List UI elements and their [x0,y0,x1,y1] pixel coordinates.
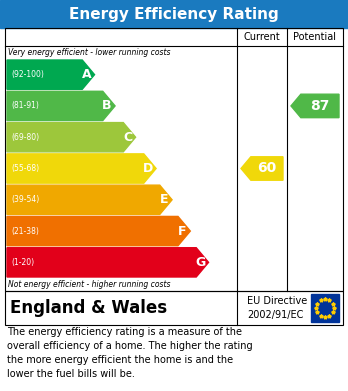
Text: (21-38): (21-38) [11,226,39,235]
Polygon shape [241,157,283,180]
Text: Potential: Potential [293,32,337,42]
Text: Current: Current [244,32,280,42]
Polygon shape [7,91,115,120]
Text: Very energy efficient - lower running costs: Very energy efficient - lower running co… [8,48,171,57]
Polygon shape [7,248,208,277]
Bar [311,294,339,322]
Text: 87: 87 [310,99,330,113]
Text: B: B [102,99,112,113]
Polygon shape [291,94,339,118]
Text: Not energy efficient - higher running costs: Not energy efficient - higher running co… [8,280,171,289]
Text: E: E [160,193,168,206]
Bar [5,28,343,291]
Text: England & Wales: England & Wales [10,299,167,317]
Text: F: F [178,224,187,238]
Text: (1-20): (1-20) [11,258,34,267]
Bar [0,0,348,28]
Text: (55-68): (55-68) [11,164,39,173]
Text: (69-80): (69-80) [11,133,39,142]
Text: (81-91): (81-91) [11,101,39,110]
Text: (92-100): (92-100) [11,70,44,79]
Text: D: D [143,162,153,175]
Text: The energy efficiency rating is a measure of the
overall efficiency of a home. T: The energy efficiency rating is a measur… [7,327,253,379]
Bar [5,291,343,325]
Polygon shape [7,154,156,183]
Text: 60: 60 [257,161,277,176]
Polygon shape [7,217,190,246]
Polygon shape [7,122,136,152]
Polygon shape [7,185,172,214]
Text: A: A [82,68,92,81]
Text: Energy Efficiency Rating: Energy Efficiency Rating [69,7,279,22]
Polygon shape [7,60,95,89]
Text: G: G [196,256,206,269]
Text: C: C [123,131,132,144]
Text: EU Directive
2002/91/EC: EU Directive 2002/91/EC [247,296,307,319]
Text: (39-54): (39-54) [11,195,39,204]
